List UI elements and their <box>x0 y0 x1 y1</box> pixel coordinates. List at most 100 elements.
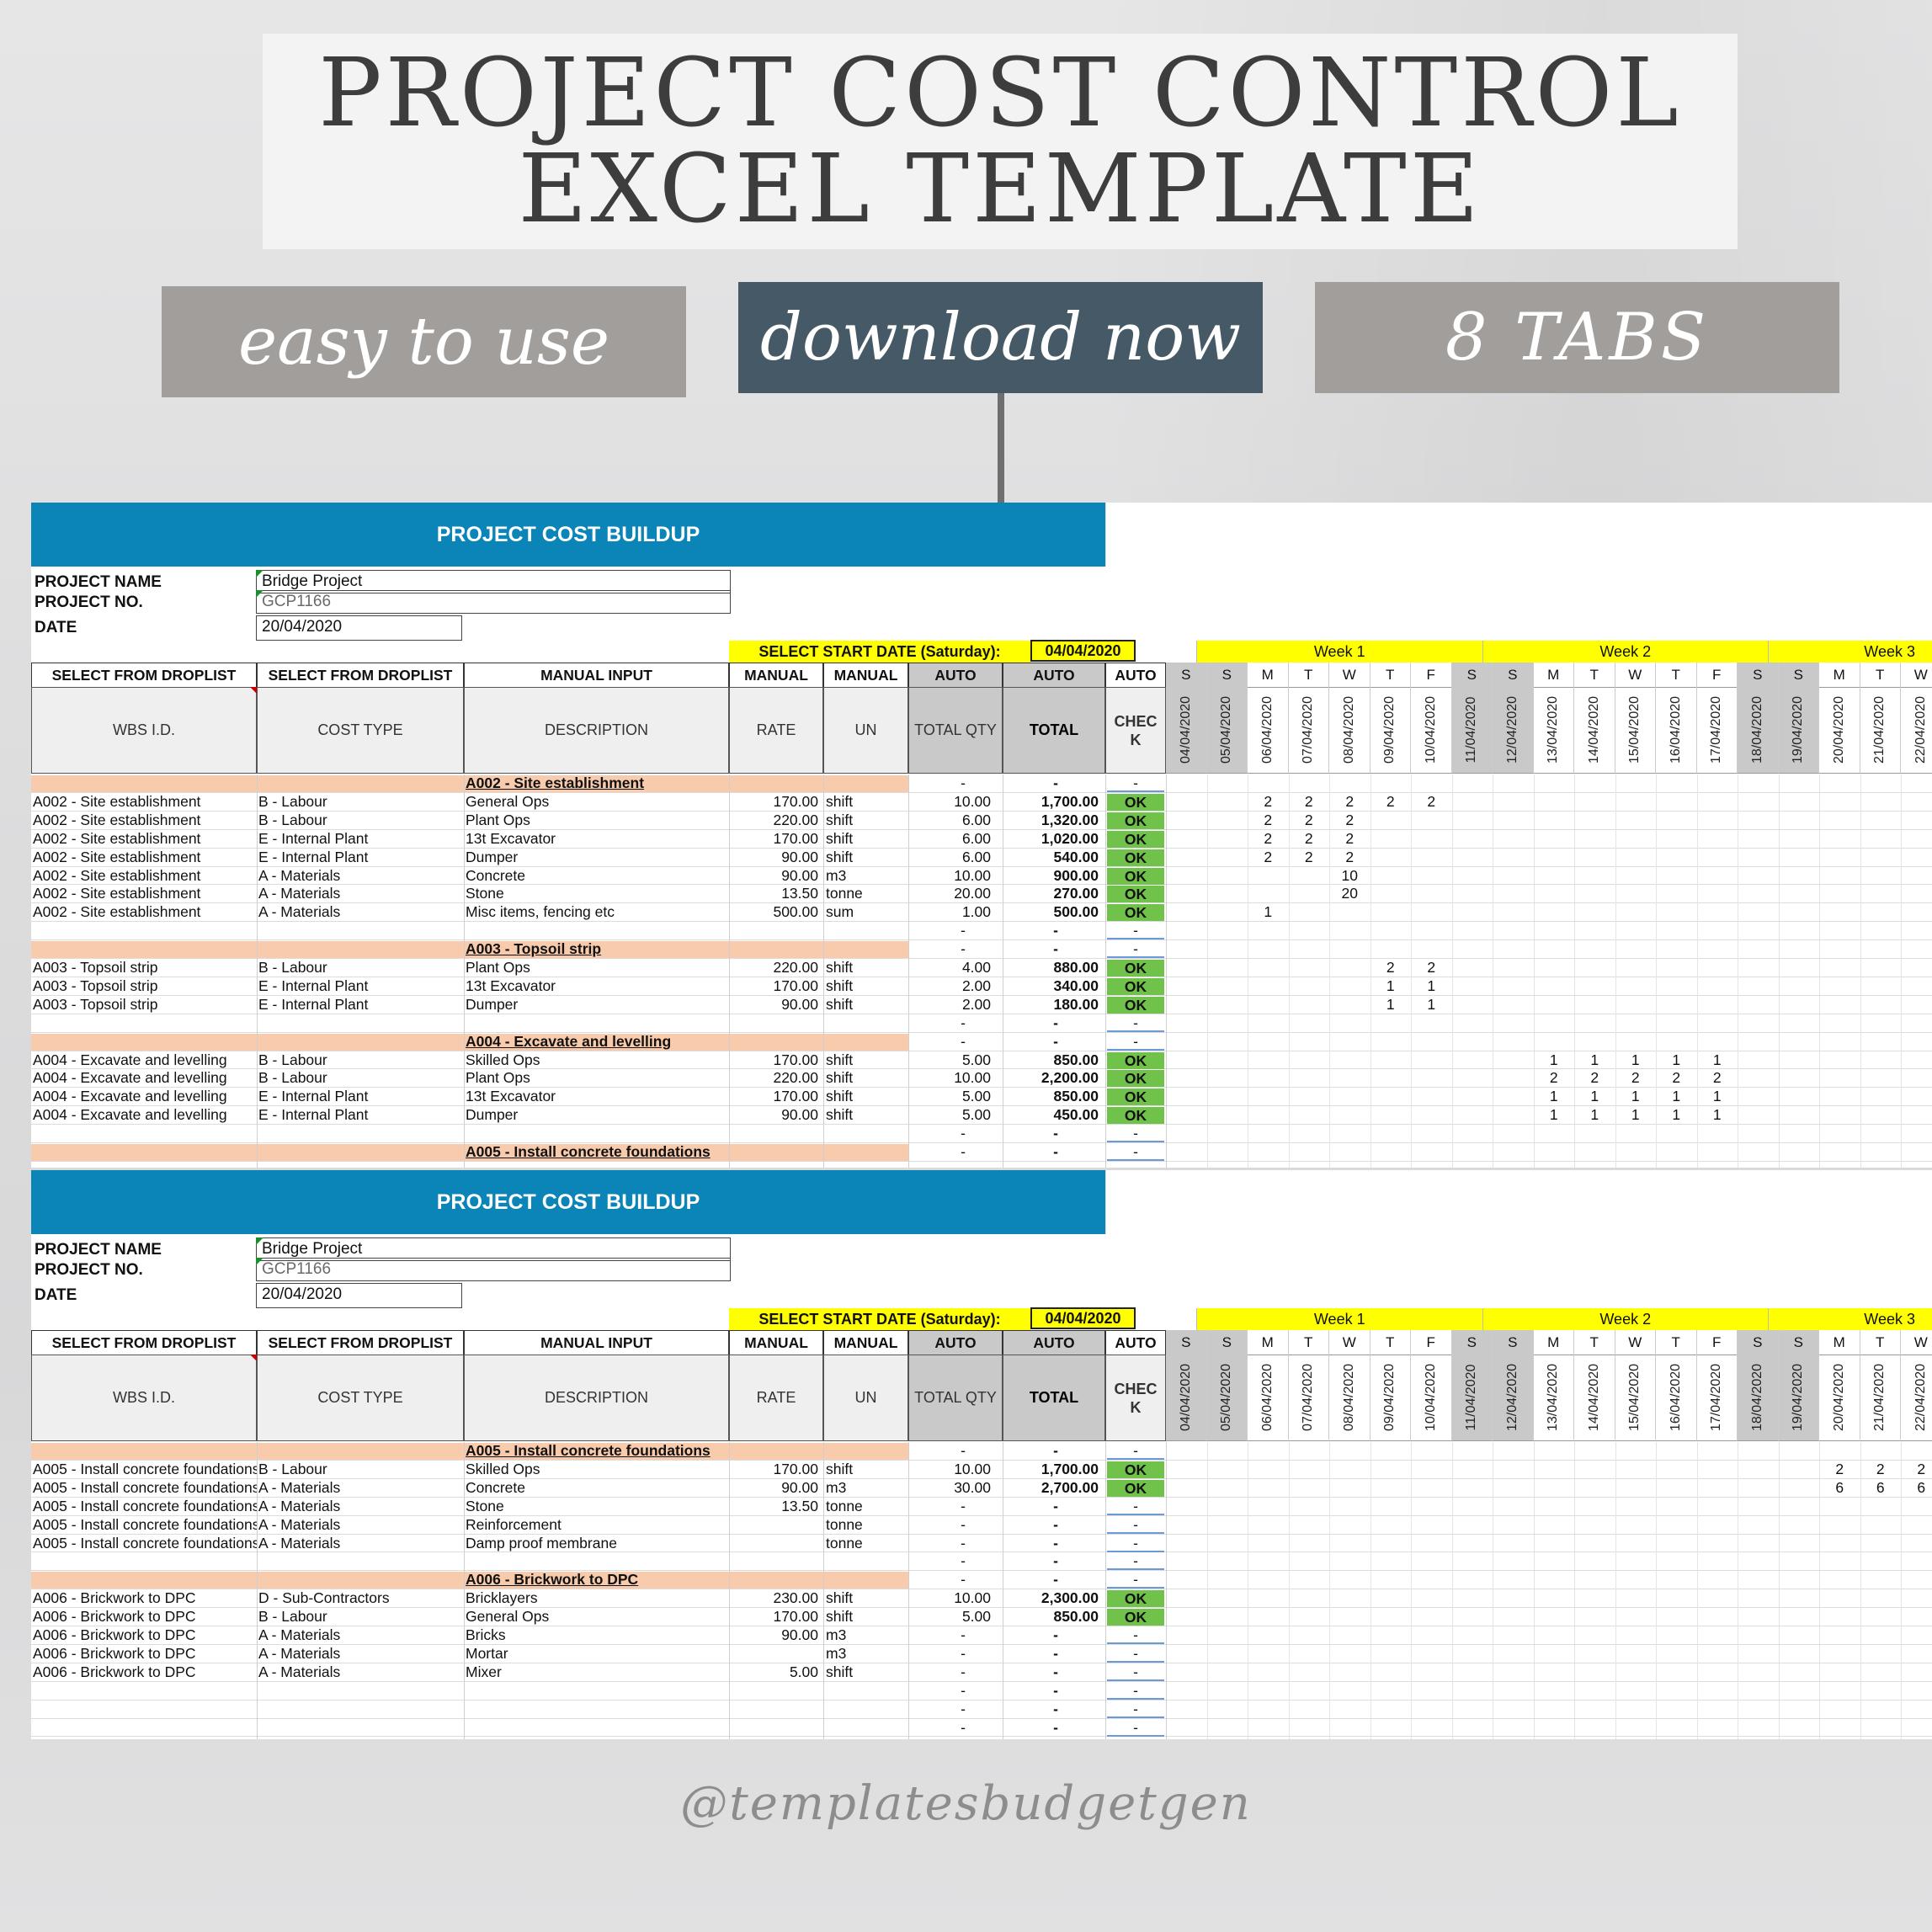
unit-cell[interactable]: m3 <box>826 866 847 884</box>
column-header[interactable]: CHEC K <box>1105 1355 1166 1441</box>
unit-cell[interactable]: m3 <box>826 1478 847 1496</box>
project-no-field[interactable]: GCP1166 <box>256 590 731 614</box>
wbs-cell[interactable]: A004 - Excavate and levelling <box>33 1069 227 1087</box>
rate-cell[interactable]: 170.00 <box>773 792 818 810</box>
wbs-cell[interactable]: A002 - Site establishment <box>33 811 201 828</box>
unit-cell[interactable]: shift <box>826 1069 854 1087</box>
rate-cell[interactable]: 230.00 <box>773 1589 818 1607</box>
project-no-field[interactable]: GCP1166 <box>256 1258 731 1281</box>
cost-type-cell[interactable]: A - Materials <box>258 885 341 902</box>
cost-type-cell[interactable]: E - Internal Plant <box>258 977 369 994</box>
day-quantity-cell[interactable]: 2 <box>1876 1460 1885 1477</box>
unit-cell[interactable]: shift <box>826 1608 854 1626</box>
column-header[interactable]: DESCRIPTION <box>464 687 729 774</box>
day-quantity-cell[interactable]: 2 <box>1549 1069 1558 1087</box>
day-quantity-cell[interactable]: 1 <box>1672 1088 1681 1105</box>
cost-type-cell[interactable]: D - Sub-Contractors <box>258 1589 390 1607</box>
wbs-cell[interactable]: A005 - Install concrete foundations <box>33 1478 257 1496</box>
day-quantity-cell[interactable]: 2 <box>1386 792 1395 810</box>
description-cell[interactable]: Add your new tasks here <box>466 1737 728 1739</box>
column-header[interactable]: TOTAL <box>1003 687 1105 774</box>
rate-cell[interactable]: 90.00 <box>781 1626 818 1643</box>
description-cell[interactable]: General Ops <box>466 792 550 810</box>
cost-type-cell[interactable]: A - Materials <box>258 1497 341 1514</box>
unit-cell[interactable]: shift <box>826 959 854 976</box>
day-quantity-cell[interactable]: 1 <box>1427 977 1436 994</box>
wbs-cell[interactable]: A003 - Topsoil strip <box>33 959 158 976</box>
rate-cell[interactable]: 220.00 <box>773 1069 818 1087</box>
day-quantity-cell[interactable]: 1 <box>1590 1051 1599 1068</box>
day-quantity-cell[interactable]: 2 <box>1264 792 1273 810</box>
unit-cell[interactable]: m3 <box>826 1626 847 1643</box>
day-quantity-cell[interactable]: 2 <box>1427 959 1436 976</box>
rate-cell[interactable]: 220.00 <box>773 811 818 828</box>
description-cell[interactable]: 13t Excavator <box>466 829 556 847</box>
day-quantity-cell[interactable]: 20 <box>1341 885 1358 902</box>
day-quantity-cell[interactable]: 6 <box>1917 1478 1926 1496</box>
rate-cell[interactable]: 90.00 <box>781 866 818 884</box>
day-quantity-cell[interactable]: 1 <box>1631 1106 1640 1124</box>
wbs-cell[interactable]: A005 - Install concrete foundations <box>33 1460 257 1477</box>
rate-cell[interactable]: 220.00 <box>773 959 818 976</box>
cost-type-cell[interactable]: E - Internal Plant <box>258 995 369 1013</box>
day-quantity-cell[interactable]: 2 <box>1835 1460 1844 1477</box>
unit-cell[interactable]: sum <box>826 903 854 921</box>
rate-cell[interactable]: 90.00 <box>781 995 818 1013</box>
day-quantity-cell[interactable]: 2 <box>1631 1069 1640 1087</box>
description-cell[interactable]: Reinforcement <box>466 1515 562 1533</box>
wbs-cell[interactable]: A002 - Site establishment <box>33 885 201 902</box>
description-cell[interactable]: Skilled Ops <box>466 1460 540 1477</box>
description-cell[interactable]: Dumper <box>466 1106 519 1124</box>
wbs-cell[interactable]: A006 - Brickwork to DPC <box>33 1644 196 1662</box>
unit-cell[interactable]: shift <box>826 995 854 1013</box>
wbs-cell[interactable]: A005 - Install concrete foundations <box>33 1497 257 1514</box>
unit-cell[interactable]: shift <box>826 977 854 994</box>
day-quantity-cell[interactable]: 1 <box>1590 1088 1599 1105</box>
wbs-cell[interactable]: A006 - Brickwork to DPC <box>33 1663 196 1680</box>
column-header[interactable]: COST TYPE <box>257 687 464 774</box>
day-quantity-cell[interactable]: 1 <box>1672 1051 1681 1068</box>
cost-type-cell[interactable]: E - Internal Plant <box>258 1106 369 1124</box>
rate-cell[interactable]: 500.00 <box>773 903 818 921</box>
day-quantity-cell[interactable]: 2 <box>1712 1069 1722 1087</box>
column-header[interactable]: DESCRIPTION <box>464 1355 729 1441</box>
day-quantity-cell[interactable]: 6 <box>1876 1478 1885 1496</box>
day-quantity-cell[interactable]: 6 <box>1835 1478 1844 1496</box>
description-cell[interactable]: Skilled Ops <box>466 1051 540 1068</box>
cost-type-cell[interactable]: B - Labour <box>258 1051 327 1068</box>
cost-type-cell[interactable]: A - Materials <box>258 903 341 921</box>
unit-cell[interactable]: shift <box>826 1051 854 1068</box>
day-quantity-cell[interactable]: 2 <box>1304 848 1313 865</box>
cost-type-cell[interactable]: B - Labour <box>258 811 327 828</box>
unit-cell[interactable]: tonne <box>826 1515 863 1533</box>
cost-type-cell[interactable]: B - Labour <box>258 1608 327 1626</box>
wbs-cell[interactable]: A005 - Install concrete foundations <box>33 1534 257 1551</box>
day-quantity-cell[interactable]: 2 <box>1304 829 1313 847</box>
day-quantity-cell[interactable]: 1 <box>1631 1088 1640 1105</box>
description-cell[interactable]: Concrete <box>466 866 526 884</box>
day-quantity-cell[interactable]: 2 <box>1386 959 1395 976</box>
project-date-field[interactable]: 20/04/2020 <box>256 1283 462 1308</box>
description-cell[interactable]: 13t Excavator <box>466 977 556 994</box>
day-quantity-cell[interactable]: 2 <box>1264 829 1273 847</box>
wbs-cell[interactable]: A004 - Excavate and levelling <box>33 1088 227 1105</box>
rate-cell[interactable]: 170.00 <box>773 1608 818 1626</box>
rate-cell[interactable]: 90.00 <box>781 848 818 865</box>
wbs-cell[interactable]: A002 - Site establishment <box>33 848 201 865</box>
column-header[interactable]: TOTAL QTY <box>908 1355 1003 1441</box>
description-cell[interactable]: Plant Ops <box>466 959 530 976</box>
wbs-cell[interactable]: A004 - Excavate and levelling <box>33 1051 227 1068</box>
day-quantity-cell[interactable]: 2 <box>1345 792 1355 810</box>
day-quantity-cell[interactable]: 2 <box>1264 811 1273 828</box>
rate-cell[interactable]: 170.00 <box>773 1088 818 1105</box>
cost-type-cell[interactable]: A - Materials <box>258 1534 341 1551</box>
day-quantity-cell[interactable]: 2 <box>1345 811 1355 828</box>
wbs-cell[interactable]: A003 - Topsoil strip <box>33 995 158 1013</box>
rate-cell[interactable]: 170.00 <box>773 977 818 994</box>
unit-cell[interactable]: m3 <box>826 1644 847 1662</box>
cost-type-cell[interactable]: E - Internal Plant <box>258 848 369 865</box>
start-date-field[interactable]: 04/04/2020 <box>1030 1307 1136 1329</box>
cost-type-cell[interactable]: B - Labour <box>258 792 327 810</box>
download-now-button[interactable]: download now <box>738 282 1263 393</box>
unit-cell[interactable]: tonne <box>826 1534 863 1551</box>
